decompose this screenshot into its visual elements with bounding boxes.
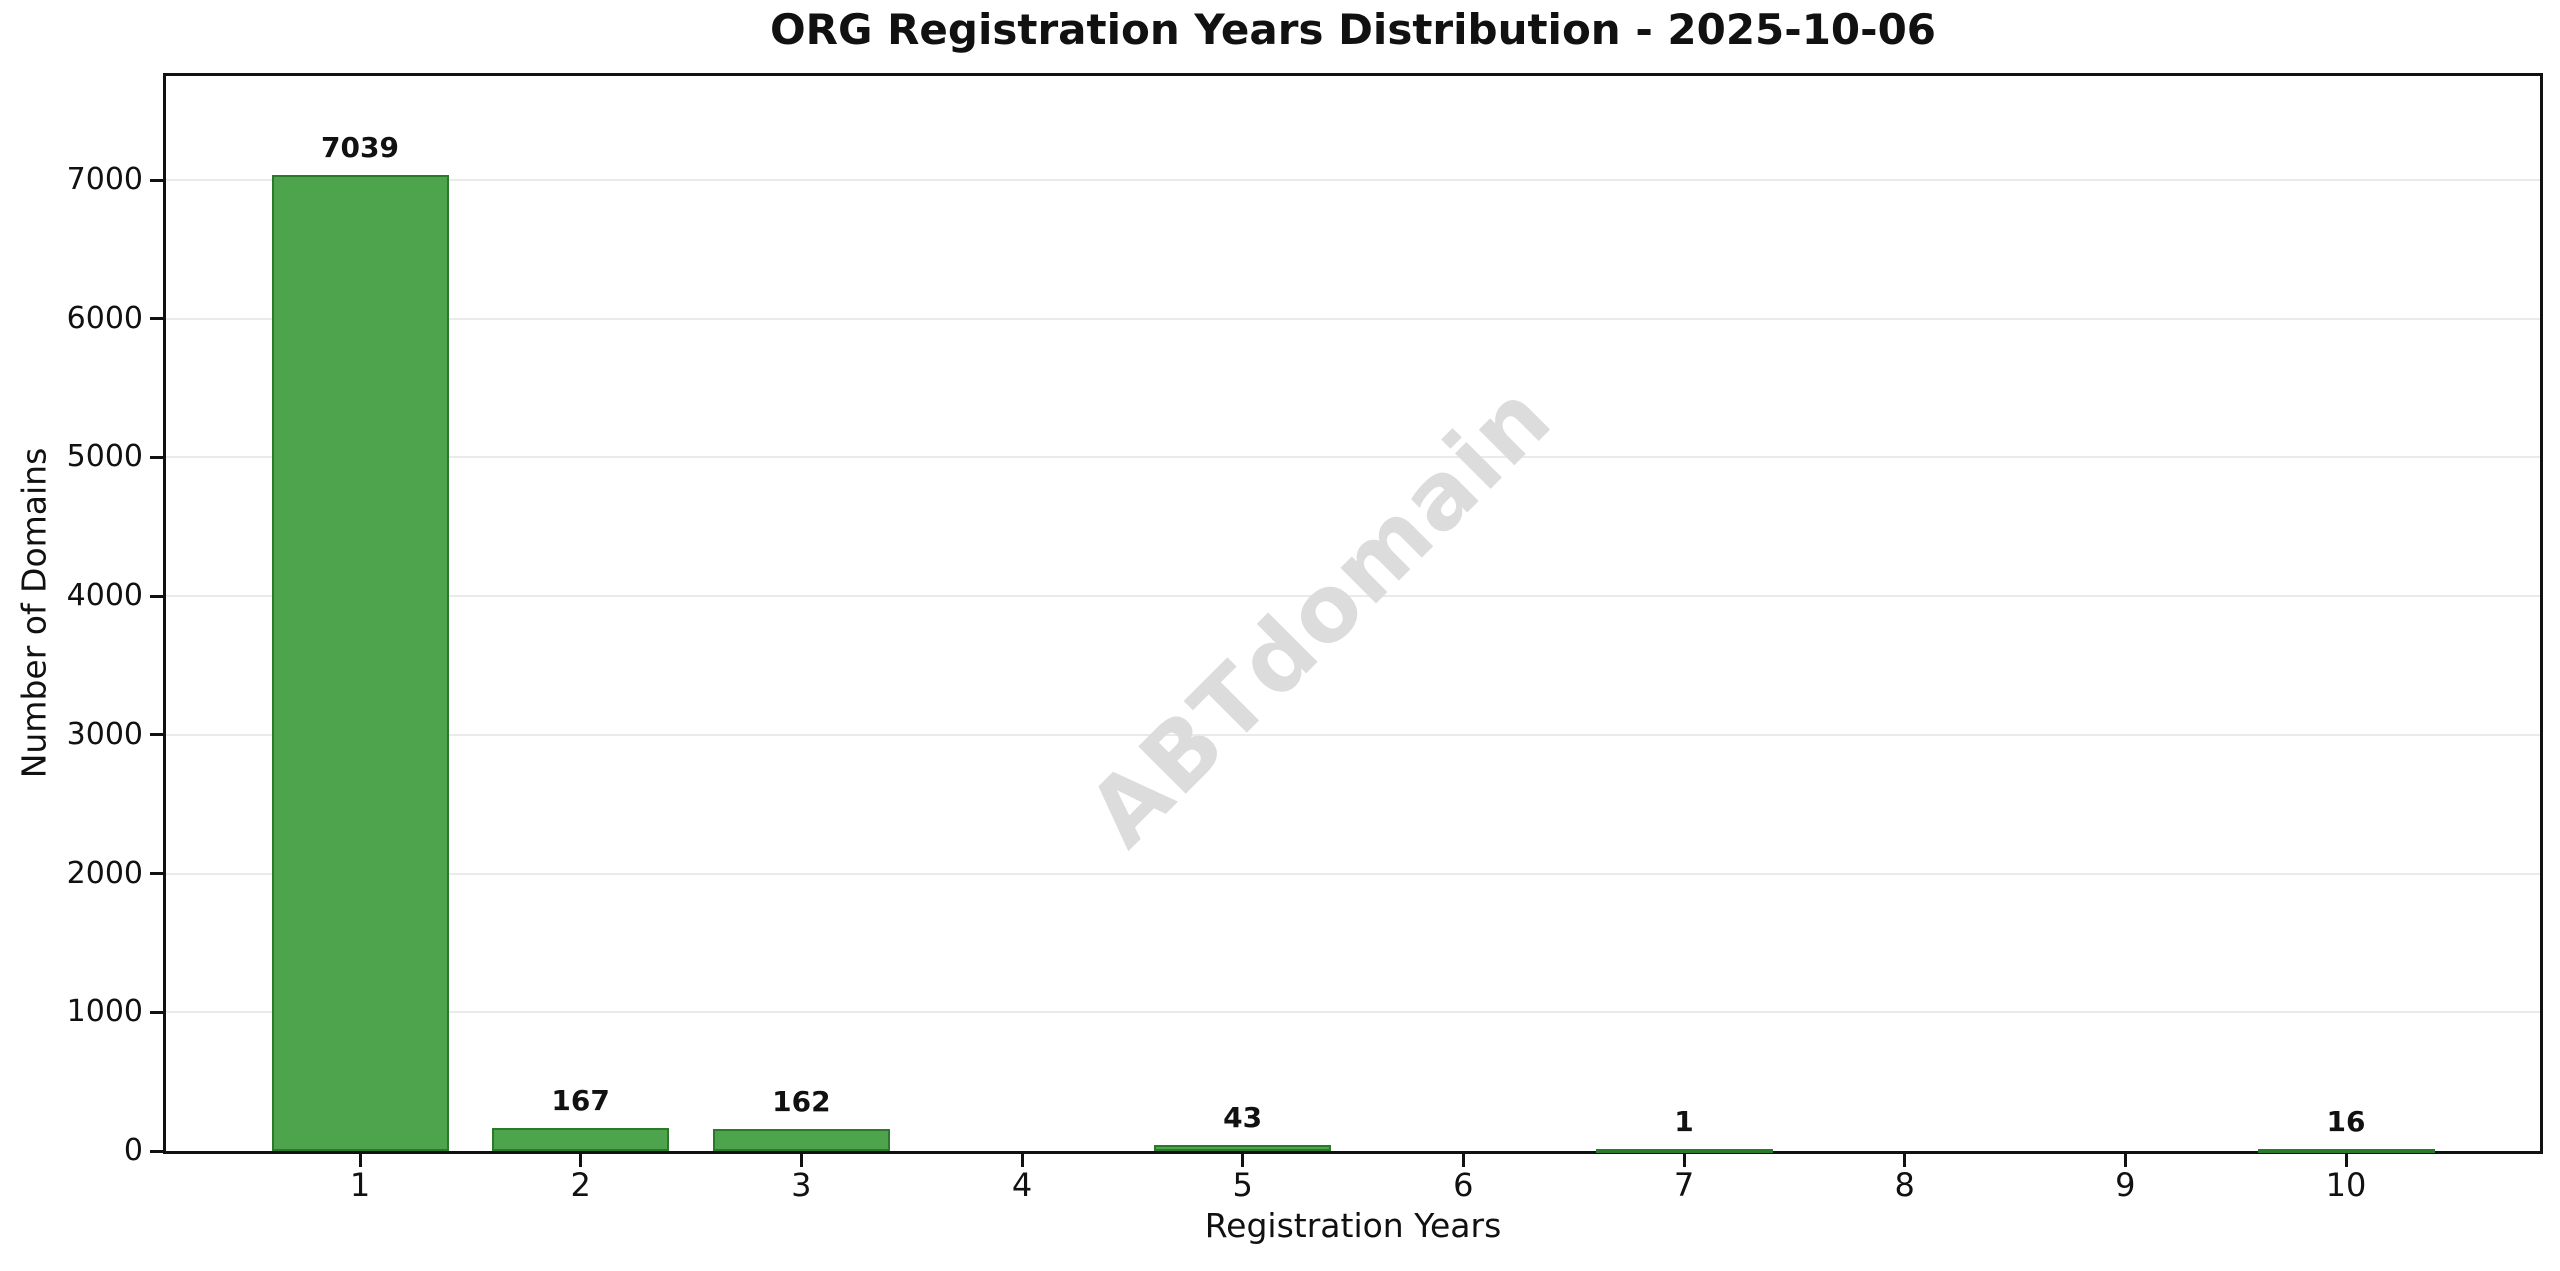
- bar: [713, 1128, 890, 1151]
- bar-value-label: 1: [1674, 1104, 1694, 1138]
- bar-value-label: 7039: [321, 130, 399, 164]
- y-tick-mark: [150, 317, 163, 321]
- x-tick-mark: [2123, 1154, 2127, 1167]
- bar-value-label: 16: [2326, 1104, 2366, 1138]
- x-tick-mark: [1241, 1154, 1245, 1167]
- y-tick-label: 6000: [66, 300, 143, 336]
- x-tick-label: 9: [2115, 1166, 2136, 1204]
- x-tick-mark: [1461, 1154, 1465, 1167]
- y-gridline: [166, 595, 2540, 598]
- y-axis-title: Number of Domains: [14, 447, 54, 779]
- bar-value-label: 167: [551, 1083, 610, 1117]
- x-tick-label: 2: [570, 1166, 591, 1204]
- x-tick-label: 6: [1453, 1166, 1474, 1204]
- y-tick-label: 2000: [66, 855, 143, 891]
- y-tick-mark: [150, 1149, 163, 1153]
- x-tick-label: 8: [1894, 1166, 1915, 1204]
- bar: [272, 174, 449, 1151]
- bar: [492, 1127, 669, 1151]
- y-tick-label: 1000: [66, 994, 143, 1030]
- bar-value-label: 162: [772, 1084, 831, 1118]
- x-tick-mark: [2344, 1154, 2348, 1167]
- x-tick-mark: [1903, 1154, 1907, 1167]
- x-tick-mark: [1682, 1154, 1686, 1167]
- y-tick-label: 5000: [66, 439, 143, 475]
- bar: [2258, 1148, 2435, 1153]
- x-tick-label: 1: [349, 1166, 371, 1204]
- x-tick-label: 3: [791, 1166, 812, 1204]
- y-gridline: [166, 733, 2540, 736]
- bar: [1596, 1148, 1773, 1153]
- chart-title: ORG Registration Years Distribution - 20…: [769, 5, 1937, 54]
- y-tick-label: 7000: [66, 162, 143, 198]
- x-tick-label: 5: [1232, 1166, 1253, 1204]
- bar-value-label: 43: [1223, 1101, 1263, 1135]
- y-gridline: [166, 179, 2540, 182]
- y-gridline: [166, 872, 2540, 875]
- y-tick-mark: [150, 1010, 163, 1014]
- y-tick-mark: [150, 594, 163, 598]
- y-tick-mark: [150, 178, 163, 182]
- y-tick-label: 4000: [66, 578, 143, 614]
- y-gridline: [166, 1011, 2540, 1014]
- x-tick-label: 10: [2325, 1166, 2367, 1204]
- y-tick-label: 3000: [66, 716, 143, 752]
- y-gridline: [166, 456, 2540, 459]
- x-tick-label: 4: [1011, 1166, 1033, 1204]
- x-axis-title: Registration Years: [1204, 1206, 1502, 1245]
- y-tick-mark: [150, 455, 163, 459]
- x-tick-mark: [358, 1154, 362, 1167]
- watermark-text: ABTdomain: [1067, 362, 1573, 868]
- y-tick-mark: [150, 872, 163, 876]
- x-tick-mark: [579, 1154, 583, 1167]
- x-tick-mark: [799, 1154, 803, 1167]
- y-tick-mark: [150, 733, 163, 737]
- x-tick-mark: [1020, 1154, 1024, 1167]
- plot-area: ABTdomain 7039 167 162 43 1 16: [163, 73, 2543, 1154]
- y-gridline: [166, 317, 2540, 320]
- bar: [1154, 1145, 1331, 1151]
- x-tick-label: 7: [1673, 1166, 1695, 1204]
- y-tick-label: 0: [123, 1133, 143, 1168]
